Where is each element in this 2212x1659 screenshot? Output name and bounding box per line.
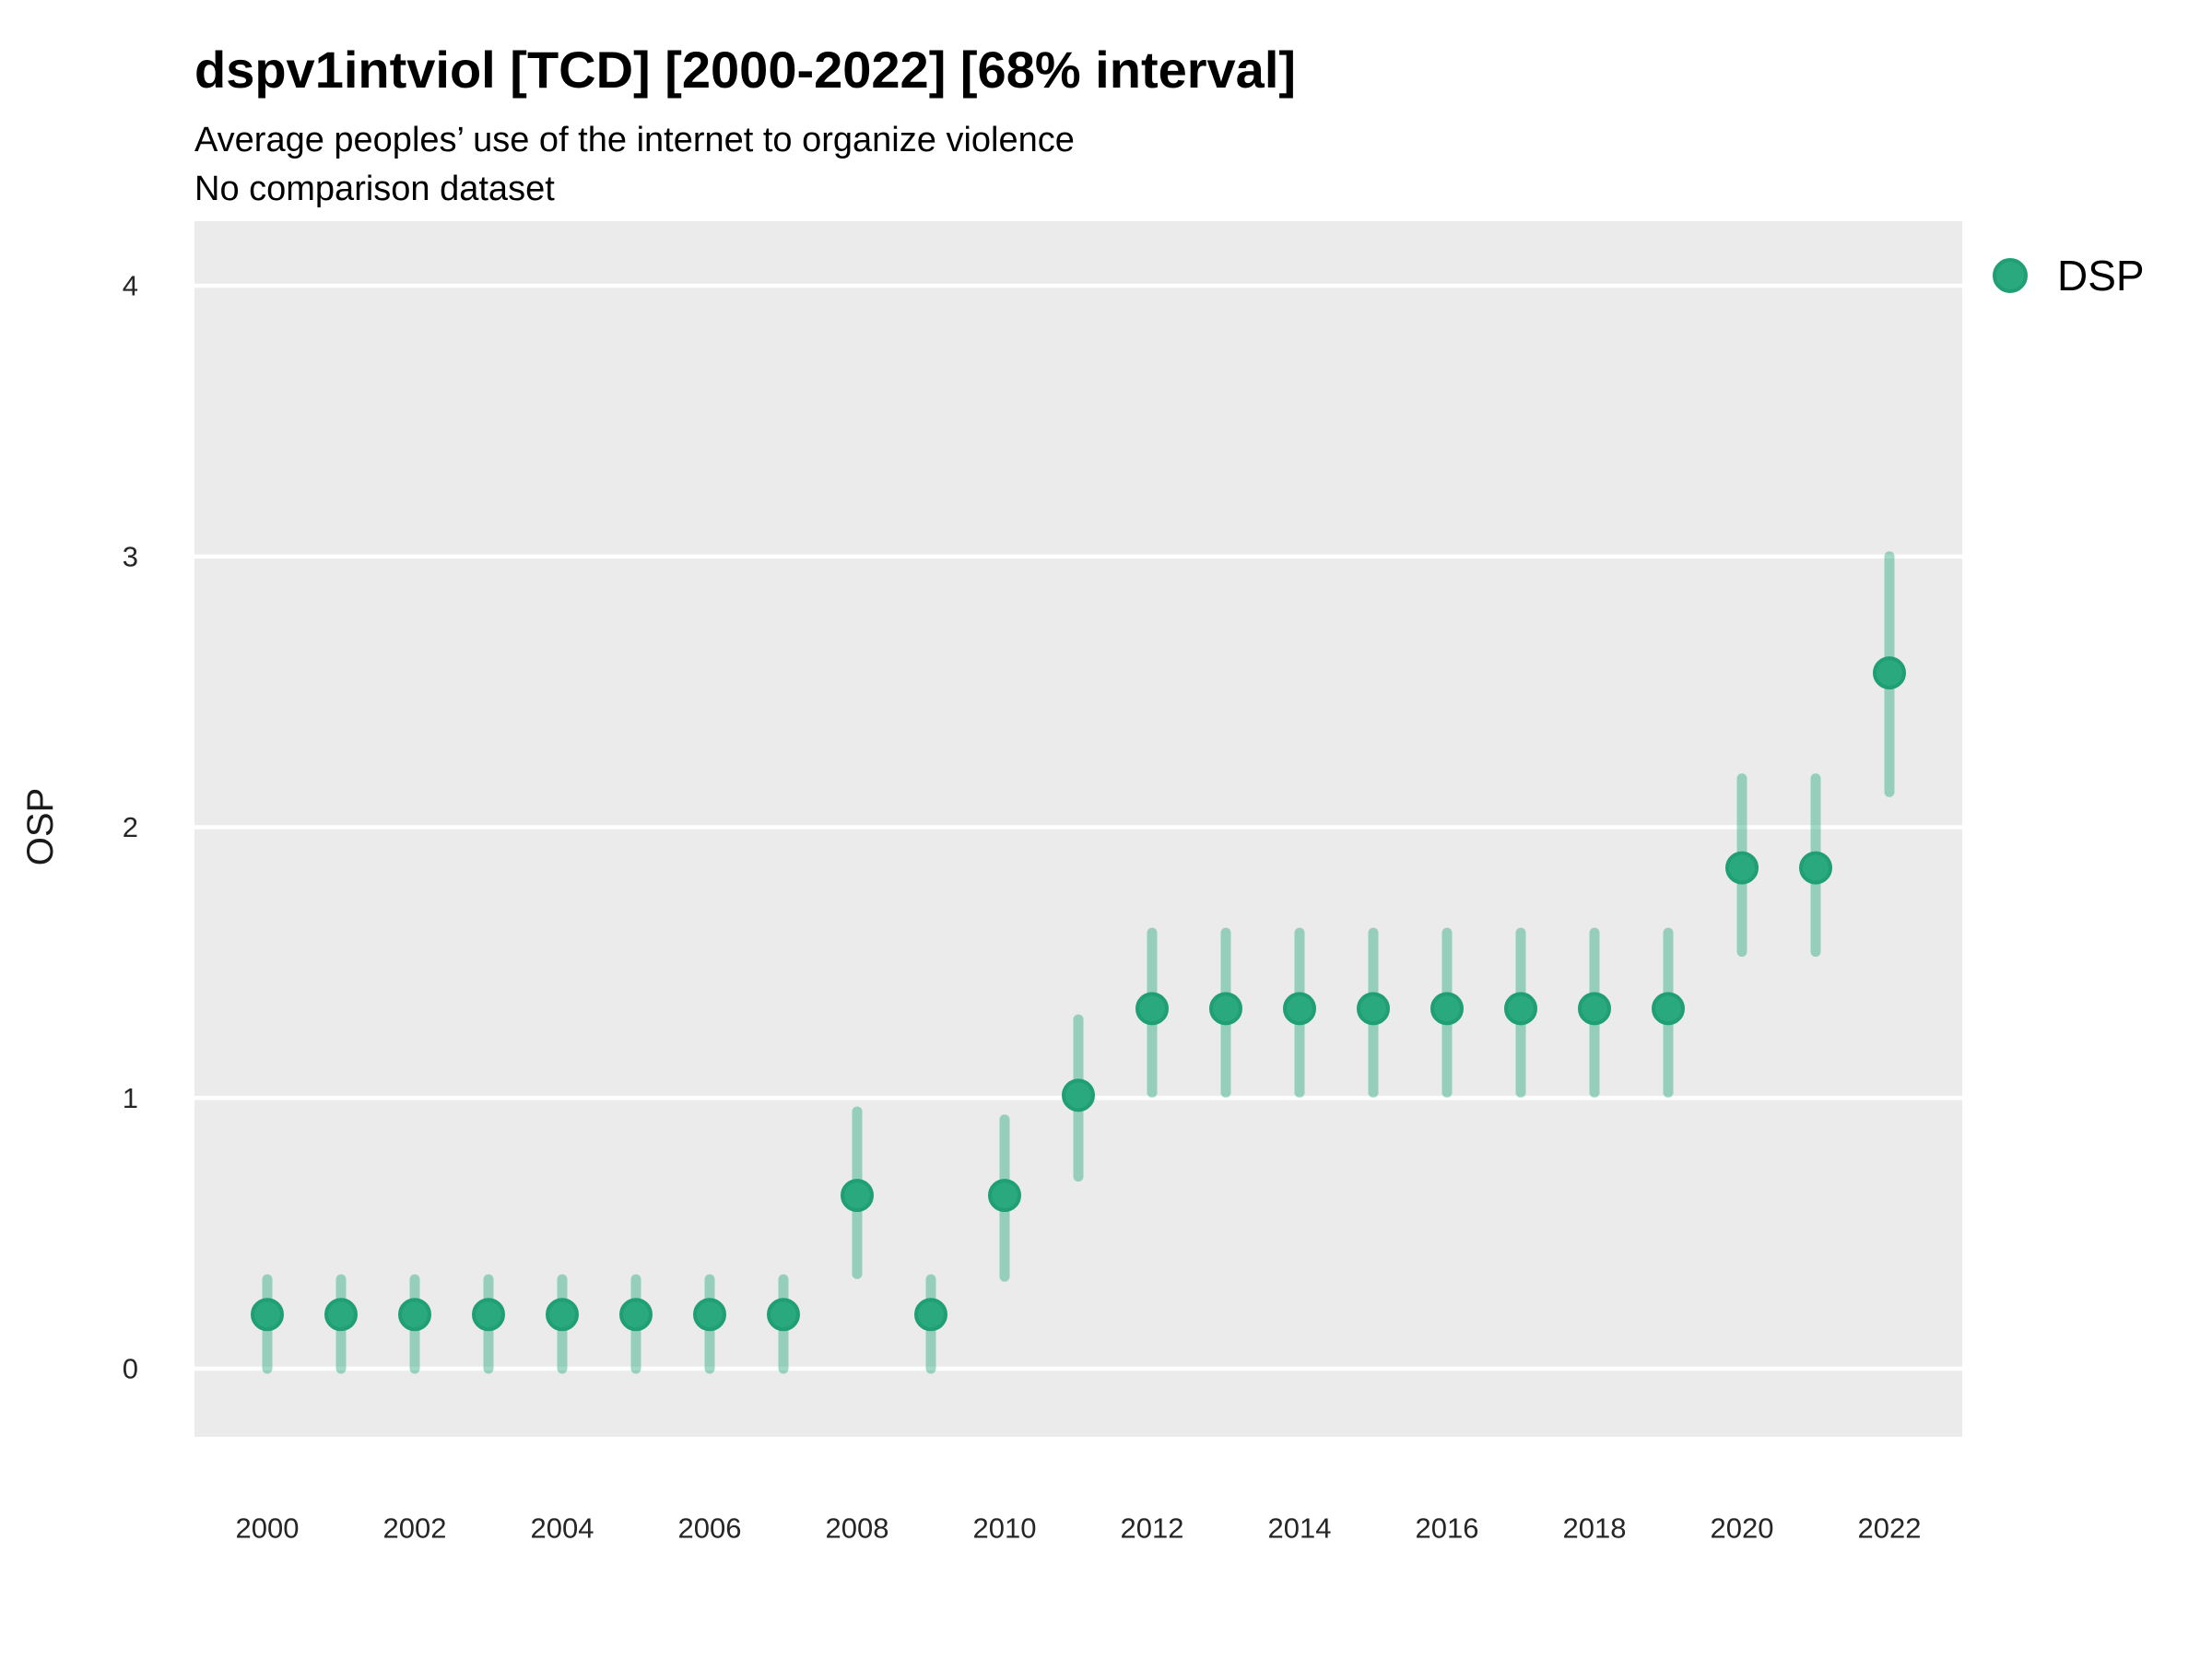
estimate-point-2002 — [398, 1298, 431, 1332]
x-tick-label: 2018 — [1563, 1512, 1627, 1545]
estimate-point-2007 — [767, 1298, 800, 1332]
plot-panel: 0 1 2 3 4 2000 2002 2004 2006 2008 2010 2012 2014 201… — [123, 221, 1962, 1545]
estimate-point-2011 — [1062, 1078, 1095, 1112]
estimate-point-2009 — [914, 1298, 947, 1332]
estimate-point-2015 — [1357, 992, 1390, 1026]
estimate-point-2014 — [1283, 992, 1316, 1026]
estimate-point-2012 — [1135, 992, 1169, 1026]
estimate-point-2022 — [1873, 656, 1906, 690]
estimate-point-2017 — [1504, 992, 1537, 1026]
x-tick-label: 2016 — [1416, 1512, 1479, 1545]
x-tick-label: 2000 — [236, 1512, 300, 1545]
x-tick-label: 2008 — [826, 1512, 889, 1545]
y-tick-label: 4 — [123, 270, 138, 302]
legend-label: DSP — [2057, 252, 2145, 300]
estimate-point-2005 — [619, 1298, 653, 1332]
y-axis-title: OSP — [20, 788, 61, 865]
y-tick-label: 2 — [123, 811, 138, 843]
x-tick-label: 2022 — [1858, 1512, 1922, 1545]
estimate-point-2008 — [841, 1179, 874, 1212]
estimate-point-2020 — [1725, 851, 1759, 885]
x-tick-label: 2020 — [1711, 1512, 1774, 1545]
legend-point-icon — [1993, 258, 2028, 293]
legend: DSP — [1993, 252, 2145, 300]
estimate-point-2001 — [324, 1298, 358, 1332]
estimate-point-2006 — [693, 1298, 726, 1332]
estimate-point-2019 — [1652, 992, 1685, 1026]
estimate-point-2004 — [546, 1298, 579, 1332]
chart-note: No comparison dataset — [194, 170, 555, 208]
x-tick-label: 2006 — [678, 1512, 742, 1545]
chart-subtitle: Average peoples’ use of the internet to … — [194, 121, 1075, 159]
estimate-point-2018 — [1578, 992, 1611, 1026]
y-tick-label: 1 — [123, 1082, 138, 1114]
estimate-point-2010 — [988, 1179, 1021, 1212]
x-tick-label: 2010 — [973, 1512, 1037, 1545]
x-tick-label: 2002 — [383, 1512, 447, 1545]
x-tick-label: 2004 — [531, 1512, 594, 1545]
x-tick-label: 2012 — [1121, 1512, 1184, 1545]
y-tick-label: 3 — [123, 540, 138, 572]
y-tick-label: 0 — [123, 1353, 138, 1385]
estimate-point-2003 — [472, 1298, 505, 1332]
chart-title: dspv1intviol [TCD] [2000-2022] [68% inte… — [194, 41, 1296, 99]
x-tick-label: 2014 — [1268, 1512, 1332, 1545]
estimate-point-2013 — [1209, 992, 1242, 1026]
estimate-point-2021 — [1799, 851, 1832, 885]
estimate-point-2016 — [1430, 992, 1464, 1026]
estimate-point-2000 — [251, 1298, 284, 1332]
